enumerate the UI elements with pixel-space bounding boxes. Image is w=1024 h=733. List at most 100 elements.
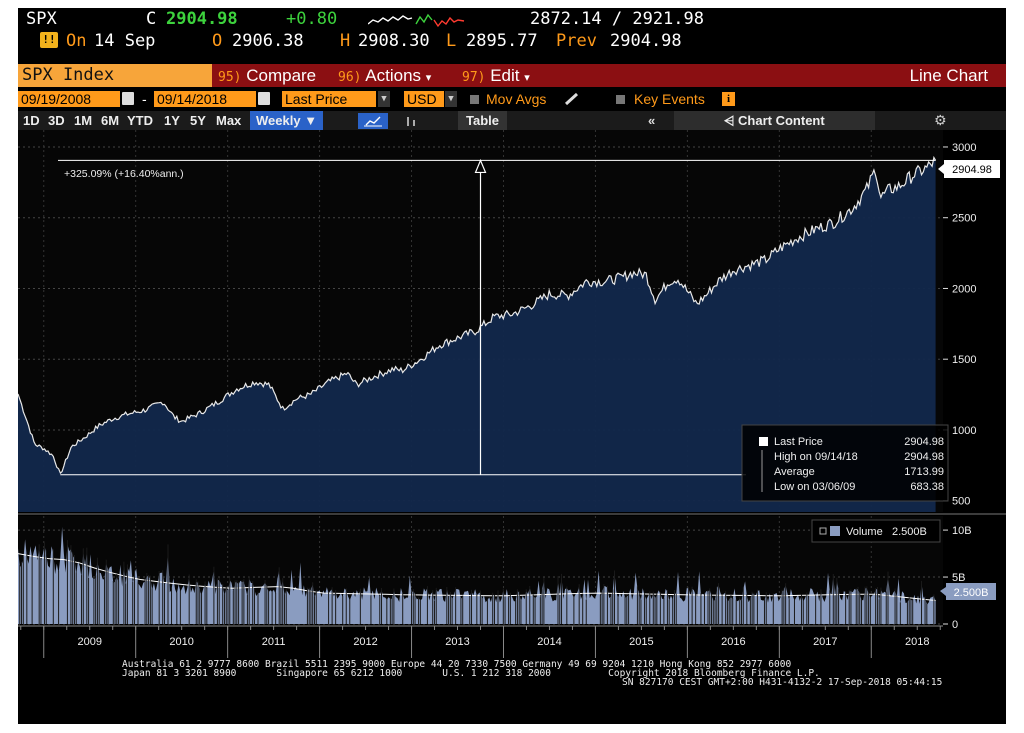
high-value: 2908.30 <box>358 31 430 51</box>
price-axis: 3000 2500 2000 1500 1000 500 <box>943 142 976 508</box>
quote-row: SPX C 2904.98 +0.80 2872.14 / 2921.98 <box>18 8 1006 30</box>
gear-icon[interactable]: ⚙ <box>934 112 947 128</box>
edit-dropdown-icon: ▾ <box>524 72 530 84</box>
volume-panel: 10B 5B 0 Volume 2.500B 2.500B <box>18 516 996 631</box>
pencil-icon[interactable] <box>564 92 580 106</box>
chart-content-icon: ⩤ <box>724 113 735 128</box>
range-1m[interactable]: 1M <box>74 113 93 128</box>
actions-button[interactable]: 96) Actions ▾ <box>338 64 431 87</box>
edit-number: 97) <box>462 70 486 85</box>
chevron-down-icon[interactable]: ▼ <box>445 91 457 107</box>
currency-select[interactable]: USD <box>404 91 444 107</box>
x-tick-label: 2014 <box>537 636 561 648</box>
mov-avgs-label: Mov Avgs <box>486 91 547 107</box>
volume-legend: Volume 2.500B <box>811 519 941 543</box>
x-tick-label: 2012 <box>353 636 377 648</box>
range-1y[interactable]: 1Y <box>164 113 180 128</box>
prev-label: Prev <box>556 31 597 51</box>
x-tick-label: 2018 <box>905 636 929 648</box>
price-line <box>18 155 937 475</box>
compare-number: 95) <box>218 70 242 85</box>
menu-bar: SPX Index 95) Compare 96) Actions ▾ 97) … <box>18 64 1006 87</box>
table-button[interactable]: Table <box>458 111 507 130</box>
volume-legend-value: 2.500B <box>892 526 927 538</box>
volume-tag-text: 2.500B <box>954 587 989 599</box>
mov-avgs-checkbox[interactable] <box>470 95 479 104</box>
terminal-screen: SPX C 2904.98 +0.80 2872.14 / 2921.98 !!… <box>18 8 1006 724</box>
start-date-field[interactable]: 09/19/2008 <box>18 91 120 107</box>
x-tick-label: 2011 <box>262 636 286 648</box>
field-select[interactable]: Last Price <box>282 91 376 107</box>
range-max[interactable]: Max <box>216 113 242 128</box>
range-3d[interactable]: 3D <box>48 113 65 128</box>
x-tick-label: 2010 <box>169 636 193 648</box>
compare-label: Compare <box>246 66 317 85</box>
chart-area[interactable]: 3000 2500 2000 1500 1000 500 +325.09% (+16.40… <box>18 130 1006 658</box>
last-price-tag: 2904.98 <box>938 160 1000 178</box>
range-6m[interactable]: 6M <box>101 113 120 128</box>
volume-bars <box>19 540 935 624</box>
volume-tick-label: 5B <box>952 572 965 584</box>
legend-label-last: Last Price <box>774 436 823 448</box>
edit-button[interactable]: 97) Edit ▾ <box>462 64 530 87</box>
actions-dropdown-icon: ▾ <box>425 72 432 84</box>
y-tick-label: 2500 <box>952 213 976 225</box>
info-icon[interactable]: i <box>722 92 735 106</box>
price-change: +0.80 <box>286 9 338 29</box>
price-area-fill <box>18 157 936 512</box>
frequency-select[interactable]: Weekly ▼ <box>250 111 324 130</box>
key-events-checkbox[interactable] <box>616 95 625 104</box>
volume-legend-swatch <box>830 526 840 536</box>
high-label: H <box>340 31 351 51</box>
y-tick-label: 500 <box>952 496 970 508</box>
change-annotation: +325.09% (+16.40%ann.) <box>58 158 936 476</box>
calendar-icon[interactable] <box>122 92 134 105</box>
end-date-field[interactable]: 09/14/2018 <box>154 91 256 107</box>
footer-line-2: Japan 81 3 3201 8900 Singapore 65 6212 1… <box>122 668 820 679</box>
calendar-icon[interactable] <box>258 92 270 105</box>
range-1d[interactable]: 1D <box>23 113 40 128</box>
settings-bar: 09/19/2008 - 09/14/2018 Last Price ▼ USD… <box>18 90 1006 108</box>
x-tick-label: 2015 <box>629 636 653 648</box>
legend-label-average: Average <box>774 466 815 478</box>
volume-legend-label: Volume <box>846 526 883 538</box>
price-panel: 3000 2500 2000 1500 1000 500 +325.09% (+16.40… <box>18 130 1000 512</box>
chart-content-button[interactable]: ⩤ Chart Content <box>674 111 875 130</box>
change-annotation-text: +325.09% (+16.40%ann.) <box>64 168 184 180</box>
x-tick-label: 2017 <box>813 636 837 648</box>
security-field[interactable]: SPX Index <box>18 64 212 87</box>
key-events-label: Key Events <box>634 91 705 107</box>
prev-value: 2904.98 <box>610 31 682 51</box>
footer-line-1: Australia 61 2 9777 8600 Brazil 5511 239… <box>122 659 792 670</box>
actions-label: Actions <box>365 66 422 85</box>
frequency-label: Weekly <box>256 113 301 128</box>
y-tick-label: 1000 <box>952 425 976 437</box>
collapse-icon[interactable]: « <box>648 113 656 128</box>
sparkline-icon <box>368 13 465 28</box>
quote-detail-row: !! On 14 Sep O 2906.38 H 2908.30 L 2895.… <box>18 30 1006 52</box>
legend-swatch <box>759 437 768 446</box>
last-price-tag-text: 2904.98 <box>952 164 992 176</box>
chart-legend: Last Price 2904.98 High on 09/14/18 2904… <box>741 424 949 502</box>
compare-button[interactable]: 95) Compare <box>218 64 316 87</box>
date-dash: - <box>142 91 147 107</box>
y-tick-label: 1500 <box>952 354 976 366</box>
last-price: 2904.98 <box>166 9 238 29</box>
footer-line-3: SN 827170 CEST GMT+2:00 H431-4132-2 17-S… <box>622 677 943 688</box>
legend-value-average: 1713.99 <box>904 466 944 478</box>
bar-chart-icon[interactable] <box>402 113 422 129</box>
day-range: 2872.14 / 2921.98 <box>530 9 704 29</box>
legend-value-low: 683.38 <box>910 481 944 493</box>
range-5y[interactable]: 5Y <box>190 113 206 128</box>
edit-label: Edit <box>490 66 520 85</box>
range-bar: 1D 3D 1M 6M YTD 1Y 5Y Max Weekly ▼ Table… <box>18 111 1006 130</box>
range-ytd[interactable]: YTD <box>127 113 153 128</box>
status-badge[interactable]: !! <box>40 32 58 48</box>
volume-tick-label: 10B <box>952 525 972 537</box>
last-prefix: C <box>146 9 157 29</box>
low-value: 2895.77 <box>466 31 538 51</box>
chevron-down-icon[interactable]: ▼ <box>378 91 390 107</box>
low-label: L <box>446 31 457 51</box>
legend-label-low: Low on 03/06/09 <box>774 481 855 493</box>
line-chart-icon[interactable] <box>358 113 388 129</box>
